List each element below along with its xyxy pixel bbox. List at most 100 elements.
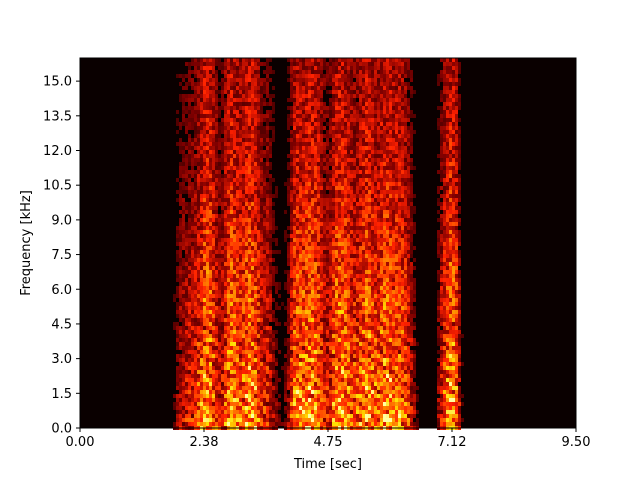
spectrogram-cell: [254, 406, 257, 410]
spectrogram-cell: [233, 202, 236, 206]
spectrogram-cell: [299, 414, 302, 418]
spectrogram-cell: [332, 314, 335, 318]
spectrogram-cell: [179, 354, 182, 358]
spectrogram-cell: [335, 86, 338, 90]
spectrogram-cell: [326, 362, 329, 366]
spectrogram-cell: [284, 362, 287, 366]
spectrogram-cell: [209, 230, 212, 234]
spectrogram-cell: [233, 298, 236, 302]
spectrogram-cell: [224, 322, 227, 326]
spectrogram-cell: [293, 210, 296, 214]
spectrogram-cell: [194, 118, 197, 122]
spectrogram-cell: [338, 62, 341, 66]
spectrogram-cell: [290, 130, 293, 134]
spectrogram-cell: [308, 310, 311, 314]
spectrogram-cell: [188, 214, 191, 218]
spectrogram-cell: [176, 178, 179, 182]
spectrogram-cell: [302, 150, 305, 154]
spectrogram-cell: [338, 86, 341, 90]
spectrogram-cell: [341, 382, 344, 386]
spectrogram-cell: [272, 250, 275, 254]
spectrogram-cell: [194, 230, 197, 234]
spectrogram-cell: [188, 222, 191, 226]
spectrogram-cell: [344, 334, 347, 338]
spectrogram-cell: [329, 358, 332, 362]
spectrogram-cell: [305, 94, 308, 98]
spectrogram-cell: [254, 402, 257, 406]
spectrogram-cell: [242, 290, 245, 294]
spectrogram-cell: [203, 162, 206, 166]
spectrogram-cell: [323, 386, 326, 390]
spectrogram-cell: [314, 226, 317, 230]
spectrogram-cell: [302, 394, 305, 398]
spectrogram-cell: [329, 278, 332, 282]
spectrogram-cell: [302, 110, 305, 114]
spectrogram-cell: [320, 194, 323, 198]
spectrogram-cell: [221, 338, 224, 342]
spectrogram-cell: [218, 366, 221, 370]
spectrogram-cell: [350, 186, 353, 190]
spectrogram-cell: [266, 422, 269, 426]
spectrogram-cell: [305, 166, 308, 170]
spectrogram-cell: [293, 90, 296, 94]
spectrogram-cell: [179, 166, 182, 170]
spectrogram-cell: [317, 154, 320, 158]
spectrogram-cell: [335, 286, 338, 290]
spectrogram-cell: [353, 118, 356, 122]
spectrogram-cell: [350, 134, 353, 138]
spectrogram-cell: [314, 94, 317, 98]
spectrogram-cell: [287, 310, 290, 314]
spectrogram-cell: [191, 326, 194, 330]
spectrogram-cell: [332, 142, 335, 146]
spectrogram-cell: [248, 274, 251, 278]
spectrogram-cell: [350, 394, 353, 398]
spectrogram-cell: [332, 242, 335, 246]
spectrogram-cell: [209, 330, 212, 334]
spectrogram-cell: [248, 146, 251, 150]
spectrogram-cell: [206, 362, 209, 366]
spectrogram-cell: [191, 86, 194, 90]
spectrogram-cell: [179, 194, 182, 198]
spectrogram-cell: [188, 422, 191, 426]
spectrogram-cell: [293, 226, 296, 230]
spectrogram-cell: [323, 250, 326, 254]
spectrogram-cell: [338, 222, 341, 226]
spectrogram-cell: [239, 126, 242, 130]
spectrogram-cell: [218, 126, 221, 130]
spectrogram-cell: [287, 274, 290, 278]
spectrogram-cell: [320, 270, 323, 274]
spectrogram-cell: [251, 86, 254, 90]
spectrogram-cell: [209, 102, 212, 106]
spectrogram-cell: [230, 234, 233, 238]
spectrogram-cell: [230, 78, 233, 82]
spectrogram-cell: [185, 374, 188, 378]
spectrogram-cell: [311, 362, 314, 366]
spectrogram-cell: [332, 154, 335, 158]
spectrogram-cell: [314, 206, 317, 210]
spectrogram-cell: [191, 118, 194, 122]
spectrogram-cell: [257, 202, 260, 206]
spectrogram-cell: [341, 174, 344, 178]
spectrogram-cell: [335, 418, 338, 422]
spectrogram-cell: [197, 138, 200, 142]
spectrogram-cell: [305, 190, 308, 194]
spectrogram-cell: [314, 110, 317, 114]
spectrogram-cell: [197, 310, 200, 314]
spectrogram-cell: [197, 394, 200, 398]
spectrogram-cell: [299, 174, 302, 178]
spectrogram-cell: [272, 118, 275, 122]
spectrogram-cell: [266, 374, 269, 378]
spectrogram-cell: [335, 98, 338, 102]
spectrogram-cell: [233, 90, 236, 94]
spectrogram-cell: [266, 174, 269, 178]
spectrogram-cell: [341, 270, 344, 274]
spectrogram-cell: [245, 294, 248, 298]
spectrogram-cell: [350, 74, 353, 78]
spectrogram-cell: [299, 294, 302, 298]
spectrogram-cell: [302, 62, 305, 66]
spectrogram-cell: [269, 406, 272, 410]
spectrogram-cell: [227, 310, 230, 314]
spectrogram-cell: [311, 178, 314, 182]
spectrogram-cell: [332, 362, 335, 366]
spectrogram-cell: [335, 62, 338, 66]
